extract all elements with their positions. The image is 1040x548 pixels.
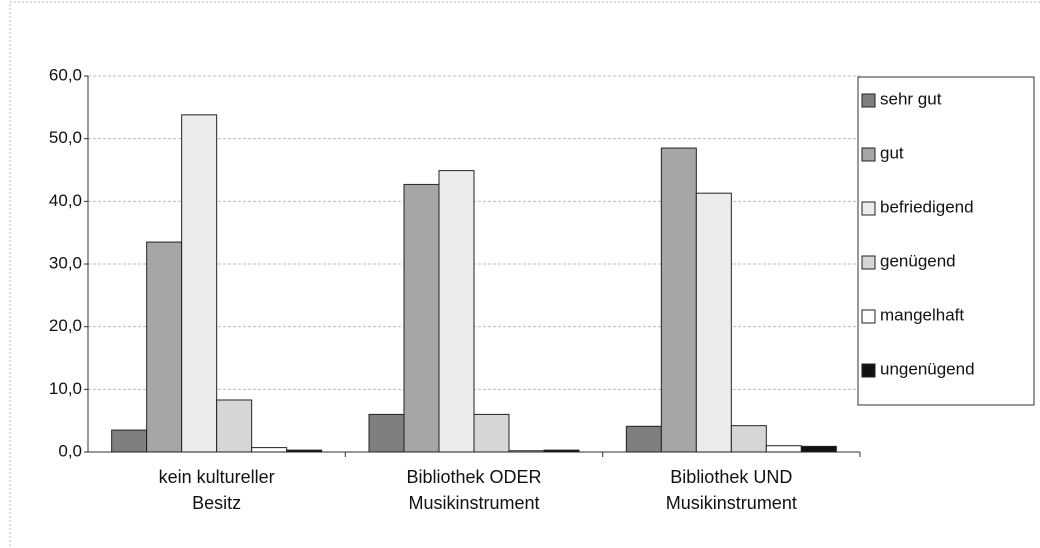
bar <box>625 425 662 453</box>
legend-label: ungenügend <box>880 359 975 378</box>
bar <box>286 449 323 453</box>
bar <box>695 192 732 453</box>
legend-swatch <box>861 201 876 216</box>
bar <box>403 183 440 453</box>
y-tick-label: 50,0 <box>49 128 82 147</box>
bar <box>730 425 767 453</box>
bar <box>800 445 837 453</box>
x-tick-label: kein kultureller Besitz <box>158 467 275 513</box>
legend-swatch <box>861 255 876 270</box>
y-tick-label: 20,0 <box>49 316 82 335</box>
legend-swatch <box>861 147 876 162</box>
x-tick-label: Bibliothek ODER Musikinstrument <box>406 467 542 513</box>
legend-swatch <box>861 363 876 378</box>
legend-label: befriedigend <box>880 197 974 216</box>
legend-label: gut <box>880 143 904 162</box>
legend-label: sehr gut <box>880 89 942 108</box>
bar <box>216 399 253 453</box>
bar <box>251 447 288 453</box>
legend-box <box>857 76 1035 406</box>
legend-label: genügend <box>880 251 956 270</box>
legend-swatch <box>861 93 876 108</box>
y-tick-label: 40,0 <box>49 191 82 210</box>
x-tick-label: Bibliothek UND Musikinstrument <box>665 467 797 513</box>
chart-border <box>9 1 1040 548</box>
bar <box>473 413 510 453</box>
y-tick-label: 10,0 <box>49 379 82 398</box>
bar <box>508 450 545 453</box>
bar <box>368 413 405 453</box>
y-tick-label: 60,0 <box>49 65 82 84</box>
bar <box>438 170 475 453</box>
y-tick-label: 0,0 <box>58 441 82 460</box>
bar <box>146 241 183 453</box>
y-tick-label: 30,0 <box>49 253 82 272</box>
legend-swatch <box>861 309 876 324</box>
bar <box>765 445 802 453</box>
bar <box>660 147 697 453</box>
legend-label: mangelhaft <box>880 305 964 324</box>
bar <box>543 449 580 453</box>
bar <box>181 114 218 453</box>
bar <box>111 429 148 453</box>
